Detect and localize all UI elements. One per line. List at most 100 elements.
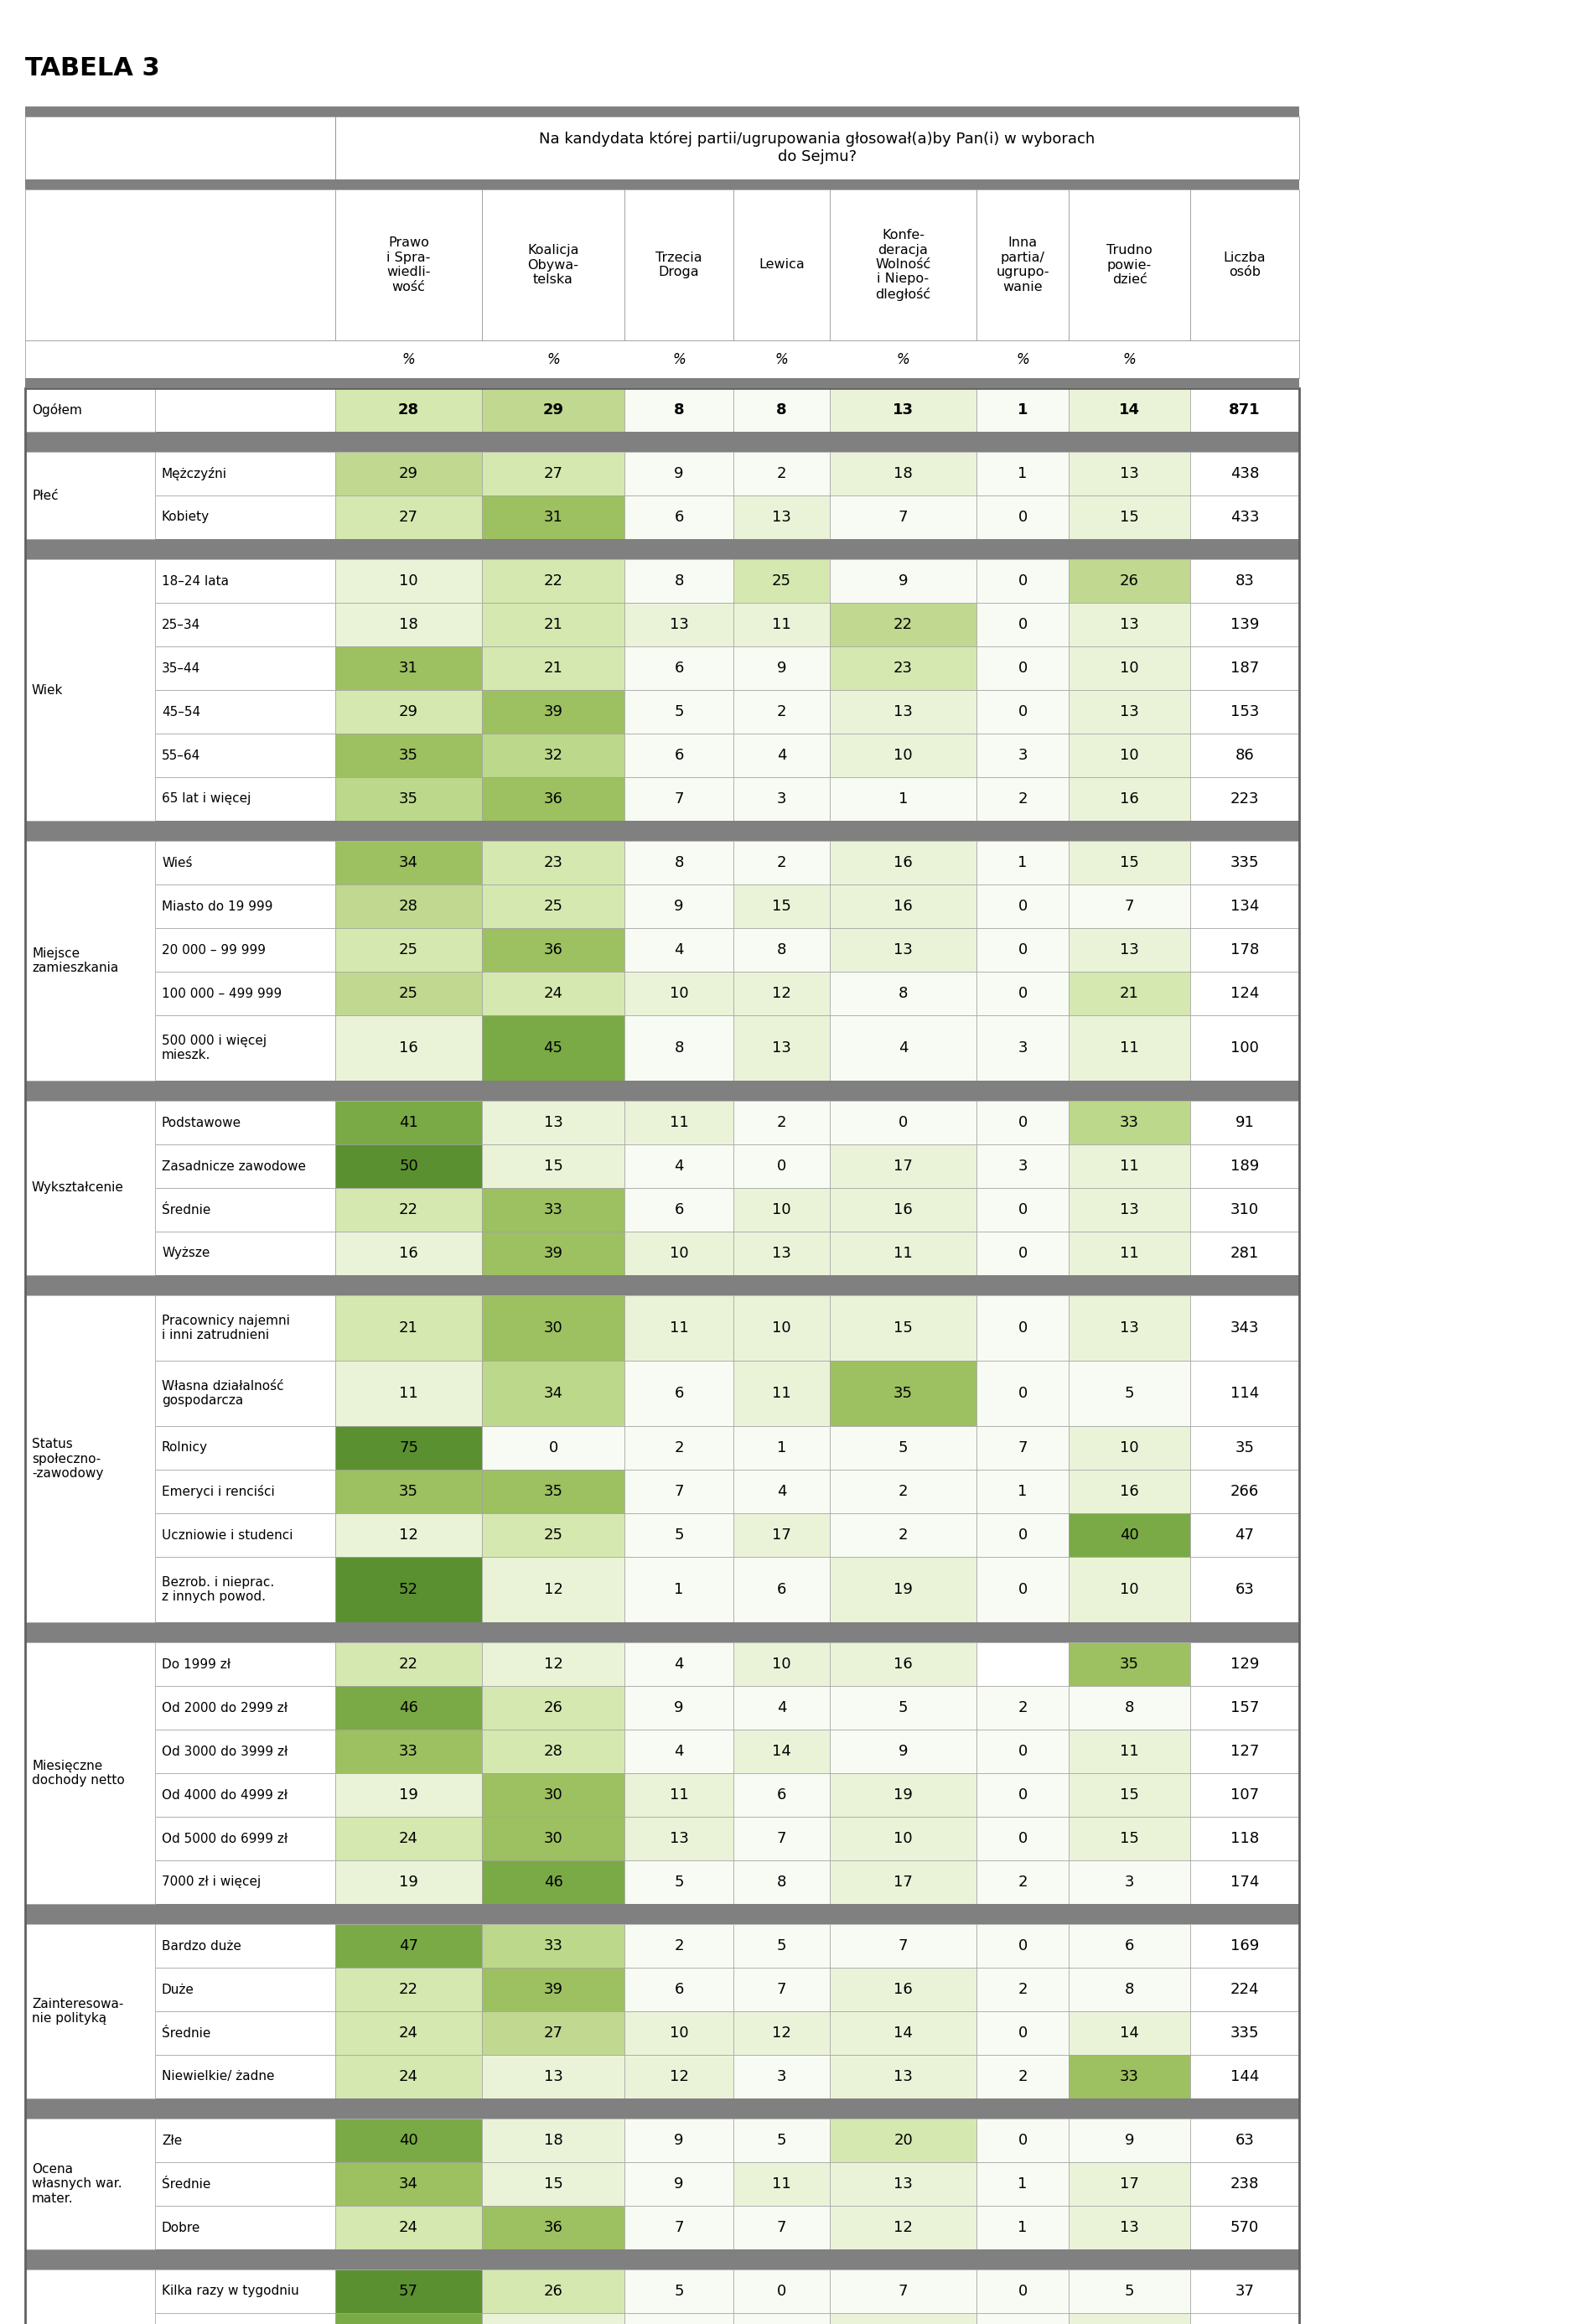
Text: 4: 4 (777, 748, 786, 762)
Bar (624, 927, 734, 971)
Text: 10: 10 (1121, 1441, 1140, 1455)
Text: 15: 15 (1121, 855, 1140, 869)
Bar (482, 776, 624, 820)
Bar (1190, 451, 1300, 495)
Bar (624, 1294, 734, 1360)
Bar (155, 841, 336, 885)
Text: 13: 13 (544, 2068, 563, 2085)
Bar (155, 602, 336, 646)
Text: 8: 8 (1125, 1701, 1135, 1715)
Text: 0: 0 (1018, 618, 1027, 632)
Bar (1190, 2010, 1300, 2054)
Text: 3: 3 (777, 2068, 786, 2085)
Text: 36: 36 (544, 792, 563, 806)
Bar (1190, 734, 1300, 776)
Text: Pracownicy najemni
i inni zatrudnieni: Pracownicy najemni i inni zatrudnieni (162, 1315, 290, 1341)
Text: Duże: Duże (162, 1982, 195, 1996)
Bar (25, 832, 1300, 841)
Bar (336, 690, 482, 734)
Text: Prawo
i Spra-
wiedli-
wość: Prawo i Spra- wiedli- wość (387, 237, 431, 293)
Bar (25, 2119, 155, 2250)
Text: 0: 0 (1018, 1831, 1027, 1845)
Bar (624, 2205, 734, 2250)
Text: 13: 13 (772, 1246, 791, 1262)
Text: 3: 3 (1125, 1875, 1135, 1889)
Bar (25, 1924, 155, 2099)
Bar (976, 734, 1068, 776)
Text: 16: 16 (894, 899, 913, 913)
Text: Miesięczne
dochody netto: Miesięczne dochody netto (32, 1759, 125, 1787)
Bar (336, 1143, 482, 1188)
Bar (1068, 1862, 1190, 1903)
Text: 17: 17 (894, 1875, 913, 1889)
Bar (624, 1773, 734, 1817)
Text: 46: 46 (544, 1875, 563, 1889)
Bar (831, 841, 976, 885)
Bar (336, 1102, 482, 1143)
Text: 11: 11 (1121, 1743, 1140, 1759)
Text: 37: 37 (1235, 2284, 1254, 2298)
Bar (25, 388, 155, 432)
Text: 29: 29 (399, 704, 418, 720)
Text: 107: 107 (1230, 1787, 1258, 1803)
Text: 9: 9 (674, 467, 683, 481)
Bar (734, 1924, 831, 1968)
Bar (734, 1968, 831, 2010)
Text: 13: 13 (669, 618, 688, 632)
Text: 9: 9 (674, 2178, 683, 2192)
Text: 35: 35 (399, 748, 418, 762)
Bar (155, 1513, 336, 1557)
Bar (482, 1968, 624, 2010)
Bar (624, 2010, 734, 2054)
Bar (155, 2161, 336, 2205)
Bar (1190, 1862, 1300, 1903)
Text: 0: 0 (1018, 1202, 1027, 1218)
Bar (624, 2312, 734, 2324)
Text: 7: 7 (899, 2284, 908, 2298)
Text: 11: 11 (1121, 1246, 1140, 1262)
Bar (1068, 560, 1190, 602)
Text: 33: 33 (544, 1202, 563, 1218)
Bar (734, 971, 831, 1016)
Text: Zasadnicze zawodowe: Zasadnicze zawodowe (162, 1160, 306, 1174)
Text: 25–34: 25–34 (162, 618, 201, 630)
Text: 9: 9 (899, 574, 908, 588)
Bar (976, 1232, 1068, 1276)
Bar (831, 2054, 976, 2099)
Bar (482, 1773, 624, 1817)
Bar (155, 1232, 336, 1276)
Text: 24: 24 (399, 2027, 418, 2040)
Text: 6: 6 (1125, 1938, 1135, 1954)
Text: 13: 13 (894, 2178, 913, 2192)
Text: 40: 40 (1121, 1527, 1140, 1543)
Text: 30: 30 (544, 1831, 563, 1845)
Text: 8: 8 (777, 941, 786, 957)
Bar (25, 388, 1300, 2324)
Bar (155, 1102, 336, 1143)
Text: 19: 19 (894, 1583, 913, 1597)
Text: Na kandydata której partii/ugrupowania głosował(a)by Pan(i) w wyborach
do Sejmu?: Na kandydata której partii/ugrupowania g… (539, 132, 1095, 165)
Text: 86: 86 (1235, 748, 1254, 762)
Bar (25, 1622, 1300, 1631)
Bar (734, 2205, 831, 2250)
Text: 12: 12 (544, 1583, 563, 1597)
Text: 55–64: 55–64 (162, 748, 201, 762)
Bar (1068, 2010, 1190, 2054)
Bar (734, 2161, 831, 2205)
Text: 13: 13 (1121, 1320, 1140, 1336)
Bar (1068, 734, 1190, 776)
Bar (1068, 1968, 1190, 2010)
Text: 8: 8 (777, 402, 786, 418)
Text: 18: 18 (399, 618, 418, 632)
Text: 28: 28 (544, 1743, 563, 1759)
Bar (336, 776, 482, 820)
Text: 10: 10 (894, 748, 913, 762)
Bar (624, 841, 734, 885)
Text: 7: 7 (777, 2219, 786, 2236)
Bar (482, 1513, 624, 1557)
Bar (482, 560, 624, 602)
Bar (976, 191, 1068, 339)
Bar (624, 1729, 734, 1773)
Text: Liczba
osób: Liczba osób (1224, 251, 1266, 279)
Bar (1068, 602, 1190, 646)
